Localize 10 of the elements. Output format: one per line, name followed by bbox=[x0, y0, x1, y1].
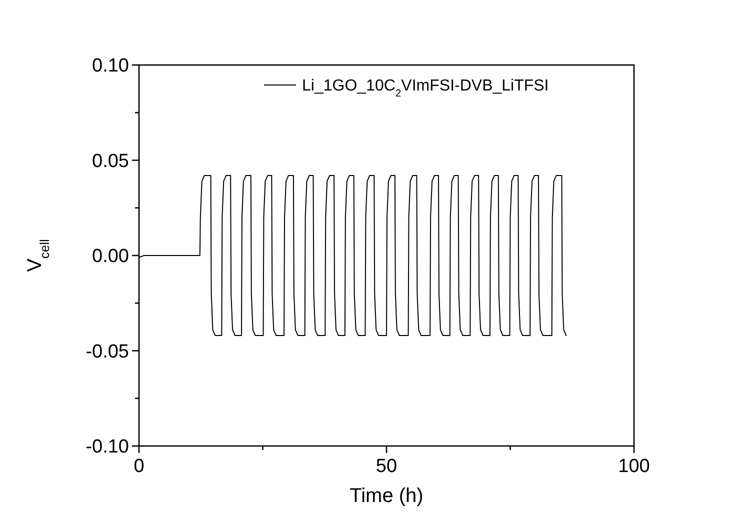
x-tick-label: 50 bbox=[376, 456, 398, 477]
y-tick-label: -0.05 bbox=[86, 341, 129, 362]
y-tick-label: -0.10 bbox=[86, 436, 129, 458]
y-tick-label: 0.00 bbox=[92, 246, 129, 268]
y-tick-label: 0.10 bbox=[92, 56, 129, 77]
legend-label: Li_1GO_10C$_{2}$VImFSI-DVB_LiTFSI bbox=[302, 78, 549, 100]
x-axis-title: Time (h) bbox=[350, 485, 424, 507]
y-tick-label: 0.05 bbox=[92, 150, 129, 172]
x-tick-label: 0 bbox=[134, 456, 144, 477]
x-tick-label: 100 bbox=[618, 456, 650, 477]
